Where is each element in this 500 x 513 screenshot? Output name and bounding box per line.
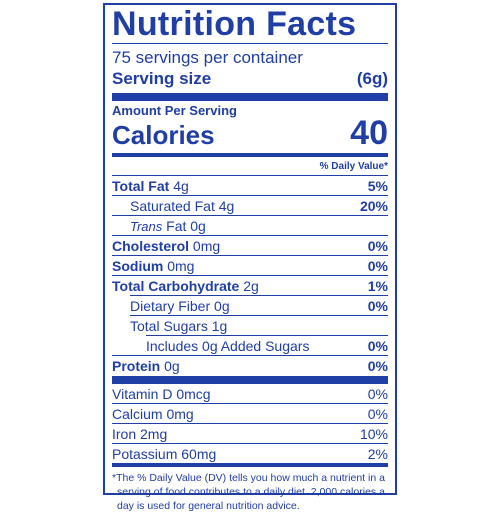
footnote-line: day is used for general nutrition advice… — [117, 500, 300, 512]
serving-size-label: Serving size — [112, 69, 212, 88]
servings: 75 servings per container — [112, 48, 303, 67]
nutrient-dv: 0% — [367, 237, 388, 254]
nutrient-name: Protein — [112, 357, 161, 374]
nutrient-dv: 0% — [367, 337, 388, 354]
nutrition-label: Nutrition Facts 75 servings per containe… — [103, 3, 397, 512]
vitamin-dv: 10% — [359, 425, 388, 442]
nutrient-name: Total Fat — [112, 177, 170, 194]
nutrient-amount: 0g — [214, 297, 230, 314]
nutrient-amount: 0g — [164, 357, 180, 374]
nutrient-name: Total Sugars — [130, 317, 208, 334]
nutrient-amount: Fat 0g — [166, 217, 206, 234]
vitamin-amount: 60mg — [181, 445, 217, 462]
calories-value: 40 — [350, 114, 388, 152]
nutrient-name: Dietary Fiber — [130, 297, 211, 314]
nutrient-amount: 0mg — [167, 257, 195, 274]
vitamin-name: Iron — [112, 425, 137, 442]
title: Nutrition Facts — [112, 5, 357, 43]
vitamin-amount: 0mcg — [176, 385, 211, 402]
nutrient-amount: 4g — [218, 197, 235, 214]
vitamin-dv: 0% — [367, 405, 388, 422]
nutrient-amount: 2g — [243, 277, 259, 294]
calories-label: Calories — [112, 120, 215, 150]
nutrient-dv: 20% — [359, 197, 388, 214]
page: Nutrition Facts 75 servings per containe… — [103, 3, 397, 512]
vitamin-dv: 2% — [367, 445, 388, 462]
nutrient-name: Trans — [130, 218, 163, 234]
nutrient-name: Includes 0g Added Sugars — [146, 337, 310, 354]
footnote-line: *The % Daily Value (DV) tells you how mu… — [112, 472, 385, 484]
nutrient-name: Saturated Fat — [130, 197, 215, 214]
footnote-line: serving of food contributes to a daily d… — [117, 486, 385, 498]
nutrient-dv: 0% — [367, 297, 388, 314]
nutrient-amount: 1g — [211, 317, 228, 334]
amount-per-serving: Amount Per Serving — [112, 103, 237, 118]
vitamin-name: Vitamin D — [112, 385, 173, 402]
nutrient-name: Cholesterol — [112, 237, 190, 254]
nutrient-amount: 4g — [173, 177, 189, 194]
vitamin-name: Calcium — [112, 405, 163, 422]
nutrient-name: Sodium — [112, 257, 164, 274]
nutrient-dv: 0% — [367, 357, 388, 374]
daily-value-header: % Daily Value* — [319, 161, 388, 172]
vitamin-dv: 0% — [367, 385, 388, 402]
serving-size-value: (6g) — [356, 69, 388, 88]
nutrient-name: Total Carbohydrate — [112, 277, 240, 294]
nutrient-dv: 0% — [367, 257, 388, 274]
nutrient-dv: 5% — [367, 177, 388, 194]
vitamin-name: Potassium — [112, 445, 178, 462]
nutrient-amount: 0mg — [192, 237, 221, 254]
vitamin-amount: 0mg — [166, 405, 194, 422]
vitamin-amount: 2mg — [140, 425, 168, 442]
nutrient-dv: 1% — [367, 277, 388, 294]
